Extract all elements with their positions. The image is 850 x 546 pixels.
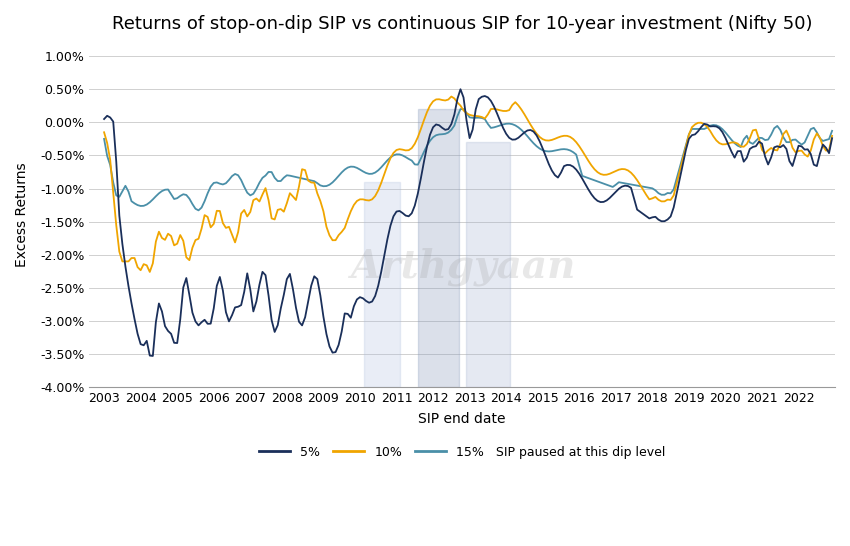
Bar [418,109,459,387]
Legend: 5%, 10%, 15%   SIP paused at this dip level: 5%, 10%, 15% SIP paused at this dip leve… [254,441,671,464]
X-axis label: SIP end date: SIP end date [418,412,506,426]
Y-axis label: Excess Returns: Excess Returns [15,163,29,268]
Text: Arthgyaan: Arthgyaan [349,247,575,286]
Bar [466,142,510,387]
Bar [364,182,400,387]
Title: Returns of stop-on-dip SIP vs continuous SIP for 10-year investment (Nifty 50): Returns of stop-on-dip SIP vs continuous… [112,15,813,33]
